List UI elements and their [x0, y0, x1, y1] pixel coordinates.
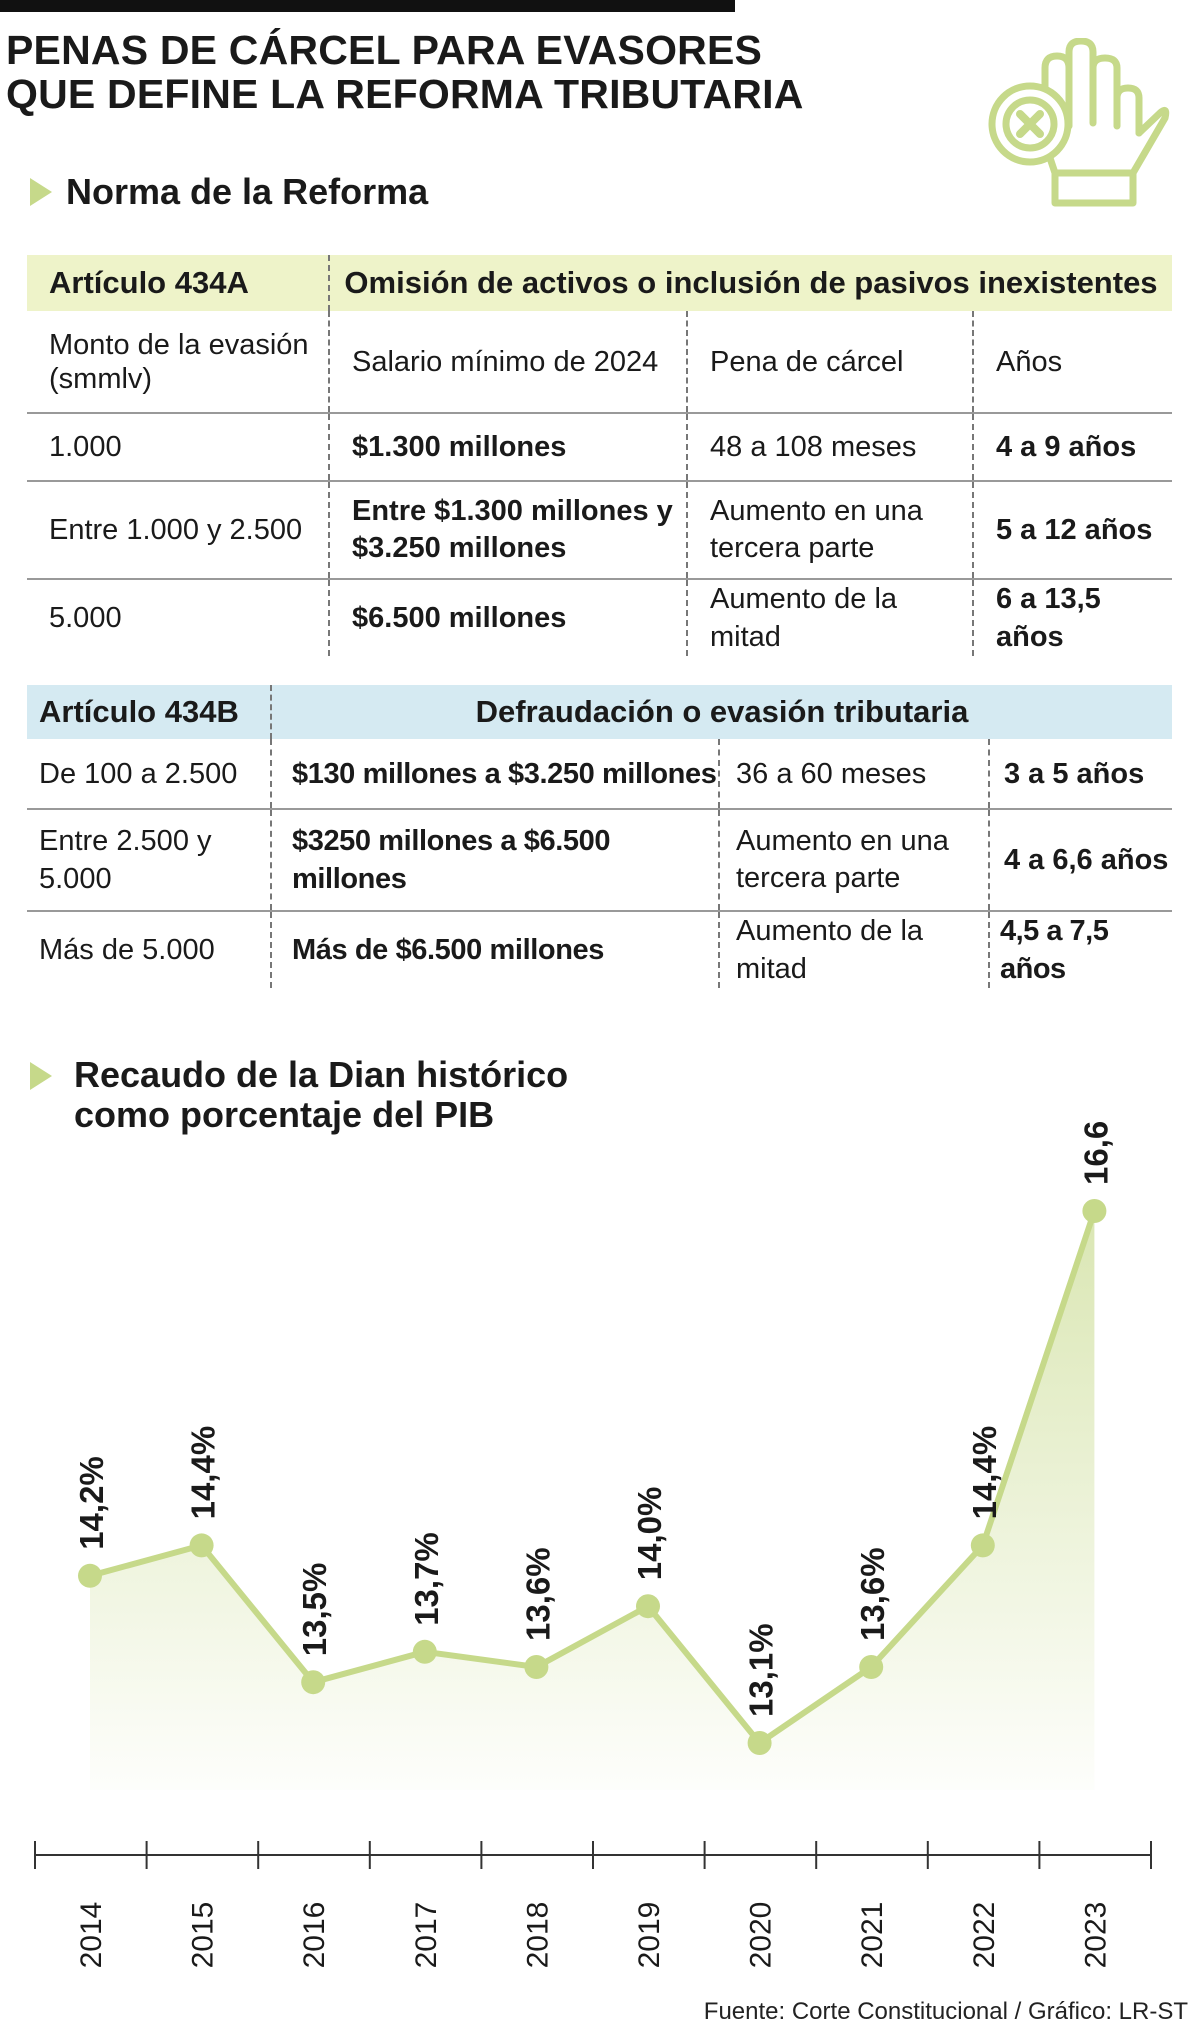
column-header: Pena de cárcel — [686, 311, 973, 414]
table-cell: Aumento de la mitad — [718, 911, 989, 988]
recaudo-area-chart: 14,2% 14,4% 13,5% 13,7% 13,6% 14,0% 13,1% 13,6%… — [34, 1120, 1152, 1969]
table-cell: Entre 2.500 y 5.000 — [27, 809, 271, 912]
stop-hand-icon — [988, 38, 1170, 207]
x-tick-label: 2016 — [298, 1902, 331, 1969]
data-point — [189, 1533, 214, 1558]
table-cell: $130 millones a $3.250 millones — [270, 739, 719, 810]
title-line-1: PENAS DE CÁRCEL PARA EVASORES — [6, 27, 763, 73]
column-header: Años — [972, 311, 1172, 414]
data-label: 13,6% — [519, 1547, 556, 1641]
triangle-bullet-icon — [30, 1062, 52, 1090]
table-cell: Entre 1.000 y 2.500 — [27, 481, 329, 580]
table-cell: 5 a 12 años — [972, 481, 1172, 580]
table-cell: 3 a 5 años — [988, 739, 1172, 810]
triangle-bullet-icon — [30, 178, 52, 206]
top-rule — [0, 0, 735, 12]
table-434b: Artículo 434B Defraudación o evasión tri… — [27, 685, 1172, 988]
table-header-row: Artículo 434B Defraudación o evasión tri… — [27, 685, 1172, 739]
page-title: PENAS DE CÁRCEL PARA EVASORES QUE DEFINE… — [6, 28, 804, 116]
x-tick-label: 2021 — [856, 1902, 889, 1969]
table-row: De 100 a 2.500 $130 millones a $3.250 mi… — [27, 739, 1172, 810]
x-tick-label: 2017 — [410, 1902, 443, 1969]
x-tick-label: 2020 — [745, 1902, 778, 1969]
data-point — [78, 1563, 102, 1588]
table-cell: 5.000 — [49, 602, 122, 634]
table-row: 5.000 $6.500 millones Aumento de la mita… — [27, 579, 1172, 656]
data-label: 14,4% — [185, 1426, 222, 1520]
article-label: Artículo 434B — [27, 685, 271, 739]
data-label: 13,7% — [408, 1532, 445, 1626]
chart-title: Recaudo de la Dian histórico como porcen… — [74, 1054, 569, 1135]
table-row: Entre 2.500 y 5.000 $3250 millones a $6.… — [27, 809, 1172, 912]
table-cell: 36 a 60 meses — [718, 739, 989, 810]
x-tick-label: 2023 — [1079, 1902, 1112, 1969]
table-cell: Aumento de la mitad — [686, 579, 973, 656]
data-label: 14,4% — [966, 1426, 1003, 1520]
column-header: Monto de la evasión (smmlv) — [27, 311, 329, 414]
data-point — [859, 1655, 884, 1679]
data-point — [747, 1731, 772, 1755]
series-line — [89, 1210, 1098, 1746]
table-cell: 4 a 9 años — [972, 413, 1172, 482]
table-heading: Omisión de activos o inclusión de pasivo… — [328, 255, 1172, 311]
x-tick-label: 2014 — [75, 1902, 108, 1969]
data-label: 13,6% — [854, 1547, 891, 1641]
data-label: 14,2% — [73, 1456, 110, 1550]
table-heading: Defraudación o evasión tributaria — [270, 685, 1172, 739]
table-cell: $6.500 millones — [328, 579, 687, 656]
table-cell: 4 a 6,6 años — [988, 809, 1172, 912]
table-cell: $1.300 millones — [328, 413, 687, 482]
data-label: 16,6% — [1077, 1120, 1114, 1185]
column-header: Salario mínimo de 2024 — [328, 311, 687, 414]
table-cell: De 100 a 2.500 — [27, 739, 271, 810]
data-point — [301, 1670, 326, 1695]
table-row: Entre 1.000 y 2.500 Entre $1.300 millone… — [27, 481, 1172, 580]
table-cell: $3250 millones a $6.500 millones — [270, 809, 719, 912]
data-point — [1082, 1199, 1107, 1223]
table-cell: 6 a 13,5 años — [972, 579, 1172, 656]
table-cell: Aumento en una tercera parte — [686, 481, 973, 580]
title-line-2: QUE DEFINE LA REFORMA TRIBUTARIA — [6, 71, 804, 117]
x-tick-label: 2022 — [968, 1902, 1001, 1969]
table-cell: Más de 5.000 — [39, 934, 215, 966]
table-cell: 1.000 — [27, 413, 329, 482]
table-cell: 4,5 a 7,5 años — [988, 911, 1172, 988]
table-cell: Aumento en una tercera parte — [718, 809, 989, 912]
source-credit: Fuente: Corte Constitucional / Gráfico: … — [703, 1998, 1188, 2025]
table-434a: Artículo 434A Omisión de activos o inclu… — [27, 255, 1172, 656]
table-row: 1.000 $1.300 millones 48 a 108 meses 4 a… — [27, 413, 1172, 482]
area-fill — [90, 1211, 1095, 1790]
table-row: Monto de la evasión (smmlv) Salario míni… — [27, 311, 1172, 414]
table-cell: 48 a 108 meses — [686, 413, 973, 482]
data-point — [524, 1655, 549, 1679]
data-label: 13,5% — [296, 1563, 333, 1657]
data-point — [970, 1533, 995, 1558]
table-cell: Entre $1.300 millones y $3.250 millones — [328, 481, 687, 580]
data-label: 14,0% — [631, 1487, 668, 1581]
section-title-norma: Norma de la Reforma — [66, 171, 429, 212]
x-tick-label: 2018 — [521, 1902, 554, 1969]
x-tick-label: 2015 — [187, 1902, 220, 1969]
article-label: Artículo 434A — [27, 255, 329, 311]
data-label: 13,1% — [743, 1623, 780, 1717]
data-point — [412, 1639, 437, 1664]
table-cell: Más de $6.500 millones — [270, 911, 719, 988]
data-point — [636, 1594, 660, 1619]
table-row: Más de 5.000 Más de $6.500 millones Aume… — [27, 911, 1172, 988]
x-tick-label: 2019 — [633, 1902, 666, 1969]
table-header-row: Artículo 434A Omisión de activos o inclu… — [27, 255, 1172, 311]
